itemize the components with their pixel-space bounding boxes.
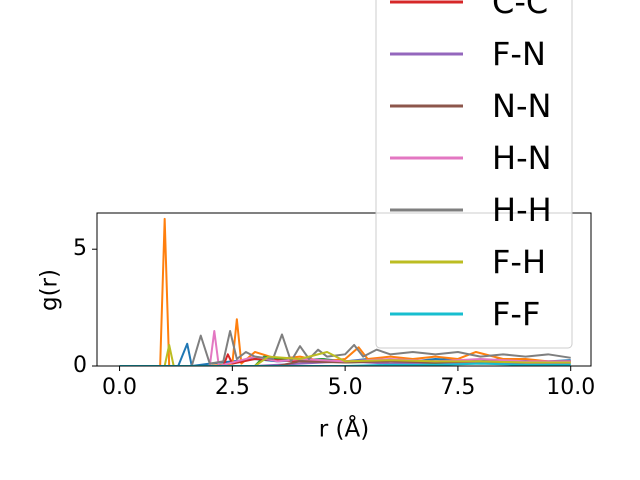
x-axis-label: r (Å) [319,415,369,443]
legend-label: F-N [492,35,546,73]
axes-frame [96,212,592,367]
x-tick-label: 7.5 [440,375,475,400]
plot-lines [119,217,571,366]
x-tick-label: 10.0 [546,375,595,400]
y-tick-label: 0 [73,353,87,378]
y-axis-label: g(r) [37,269,63,311]
legend-label: F-F [492,295,540,333]
legend-label: H-H [492,191,552,229]
legend-label: H-N [492,139,552,177]
y-tick-label: 5 [73,236,87,261]
legend: C-C F-N N-N H-N H-H F-H F-F [375,0,573,349]
x-tick-label: 5.0 [328,375,363,400]
series-line [119,343,571,366]
legend-label: F-H [492,243,546,281]
series-line [119,329,571,366]
x-tick-label: 0.0 [102,375,137,400]
ticks: 0.0 2.5 5.0 7.5 10.0 0 5 [73,236,595,400]
series-line [119,362,571,366]
legend-label: C-C [492,0,548,21]
x-tick-label: 2.5 [215,375,250,400]
legend-label: N-N [492,87,551,125]
